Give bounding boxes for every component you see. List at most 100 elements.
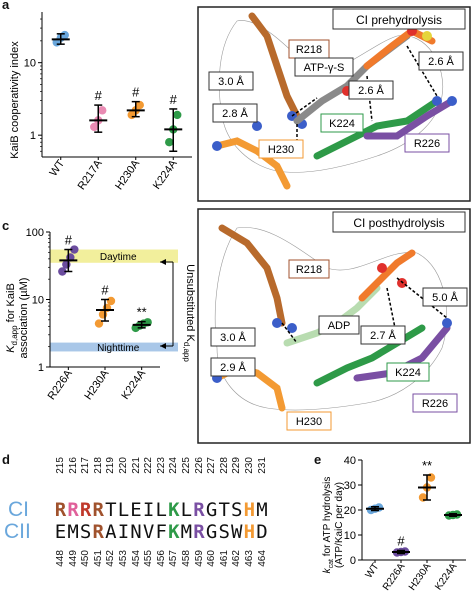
label-dist-2: 2.6 Å	[428, 55, 454, 68]
residue-cii-14: W	[231, 521, 243, 543]
structure-c: CI posthydrolysis R218 ADP 5.0 Å 3.0 Å 2…	[197, 208, 471, 444]
chart-c-side-label: Unsubstituted Kd,app	[182, 264, 196, 362]
r226-stick	[363, 97, 456, 140]
residue-cii-4: A	[105, 521, 117, 543]
residue-number-top-2: 217	[79, 457, 91, 474]
y-tick-label-0: 1	[30, 130, 36, 142]
point-R217A-2	[98, 106, 107, 115]
residue-cii-7: V	[142, 521, 155, 543]
chart-c: Kd,app for KaiB association (µM) Unsubst…	[5, 227, 196, 402]
alignment-top-numbers: 215 216 217 218 219 220 221 222 223 224 225 226 227 2…	[54, 457, 268, 474]
label-dist-c1: 5.0 Å	[432, 291, 458, 304]
panel-letter-e: e	[314, 452, 322, 467]
label-dist-c4: 2.9 Å	[220, 361, 246, 374]
residue-cii-1: M	[67, 521, 79, 543]
residue-ci-2: R	[79, 499, 92, 521]
x-label-K224A: K224A	[151, 157, 180, 191]
residue-number-top-1: 216	[67, 457, 79, 474]
x-label-R217A: R217A	[76, 157, 106, 192]
residue-number-top-11: 226	[193, 457, 205, 474]
alignment-cii-seq: EMSRAINVFKMRGSWHD	[54, 521, 268, 543]
residue-number-bottom-10: 458	[180, 550, 192, 567]
band-0	[50, 249, 178, 263]
residue-number-bottom-6: 454	[130, 550, 142, 567]
residue-number-bottom-0: 448	[54, 550, 66, 567]
h230-stick	[213, 137, 291, 190]
y-tick-label-2: 20	[344, 505, 356, 517]
structure-b: CI prehydrolysis R218 ATP-γ-S 3.0 Å 2.6 …	[197, 6, 471, 202]
residue-number-bottom-7: 455	[142, 550, 154, 567]
residue-ci-1: R	[67, 499, 79, 521]
chart-e-ylabel2: (ATP/KaiC per day)	[334, 482, 345, 568]
residue-number-bottom-4: 452	[105, 550, 117, 567]
annotation-K224A: **	[137, 305, 147, 320]
label-dist-4: 2.8 Å	[222, 107, 248, 120]
label-h230-c: H230	[296, 416, 322, 428]
label-dist-1: 3.0 Å	[218, 75, 244, 88]
label-h230: H230	[268, 144, 294, 156]
residue-cii-0: E	[54, 521, 66, 543]
residue-number-bottom-3: 451	[92, 550, 104, 567]
r218-stick	[248, 12, 301, 120]
residue-cii-13: S	[218, 521, 230, 543]
residue-number-top-14: 229	[231, 457, 243, 474]
residue-number-bottom-12: 460	[205, 550, 217, 567]
point-R226A-0	[58, 267, 67, 276]
residue-number-top-4: 219	[105, 457, 117, 474]
residue-cii-12: G	[205, 521, 217, 543]
panel-letter-d: d	[2, 452, 10, 467]
residue-number-top-16: 231	[256, 457, 268, 474]
alignment-bottom-numbers: 448 449 450 451 452 453 454 455 456 457 458 459 460 4…	[54, 550, 268, 567]
residue-ci-8: L	[155, 499, 167, 521]
panel-letter-c: c	[2, 218, 10, 233]
density-mesh-c	[214, 227, 447, 411]
annotation-R226A: #	[397, 534, 405, 549]
y-tick-label-2: 100	[26, 227, 44, 239]
residue-number-bottom-15: 463	[243, 550, 255, 567]
x-label-H230A: H230A	[82, 367, 112, 402]
k224-stick	[313, 97, 441, 160]
arrow-head-bottom	[160, 343, 166, 349]
residue-cii-10: M	[180, 521, 192, 543]
residue-number-top-10: 225	[180, 457, 192, 474]
residue-cii-3: R	[92, 521, 104, 543]
residue-number-bottom-2: 450	[79, 550, 91, 567]
residue-number-top-15: 230	[243, 457, 255, 474]
r218-stick-c	[218, 224, 286, 327]
x-label-WT: WT	[48, 158, 68, 179]
chart-c-ylabel2: association (µM)	[18, 278, 30, 359]
residue-number-top-13: 228	[218, 457, 230, 474]
point-H230A-2	[135, 100, 144, 110]
residue-ci-10: L	[180, 499, 192, 521]
point-R226A-1	[62, 260, 71, 269]
residue-number-top-6: 221	[130, 457, 142, 474]
y-tick-label-1: 10	[24, 58, 36, 70]
residue-number-top-0: 215	[54, 457, 66, 474]
x-label-H230A: H230A	[113, 157, 143, 192]
label-k224: K224	[329, 118, 355, 130]
y-tick-label-1: 10	[344, 530, 356, 542]
x-label-H230A: H230A	[407, 561, 434, 593]
residue-number-top-8: 223	[155, 457, 167, 474]
residue-cii-5: I	[117, 521, 129, 543]
label-dist-c2: 3.0 Å	[220, 331, 246, 344]
residue-number-top-3: 218	[92, 457, 104, 474]
residue-cii-16: D	[256, 521, 268, 543]
chart-e-ylabel: kcat for ATP hydrolysis	[322, 477, 335, 574]
label-r218-c: R218	[296, 264, 322, 276]
residue-number-bottom-9: 457	[168, 550, 180, 567]
chart-e: kcat for ATP hydrolysis (ATP/KaiC per da…	[322, 455, 466, 593]
residue-cii-11: R	[193, 521, 205, 543]
residue-ci-14: S	[231, 499, 243, 521]
residue-number-bottom-1: 449	[67, 550, 79, 567]
residue-number-top-7: 222	[142, 457, 154, 474]
label-k224-c: K224	[395, 367, 421, 379]
residue-cii-9: K	[168, 521, 180, 543]
point-K224A-2	[173, 110, 182, 120]
residue-number-bottom-5: 453	[117, 550, 129, 567]
x-label-R226A: R226A	[46, 367, 76, 402]
residue-ci-6: E	[130, 499, 142, 521]
chart-a: KaiB cooperativity index 1 10 WT # R217A # H23…	[9, 12, 192, 192]
annotation-H230A: #	[101, 283, 109, 298]
residue-number-bottom-13: 461	[218, 550, 230, 567]
